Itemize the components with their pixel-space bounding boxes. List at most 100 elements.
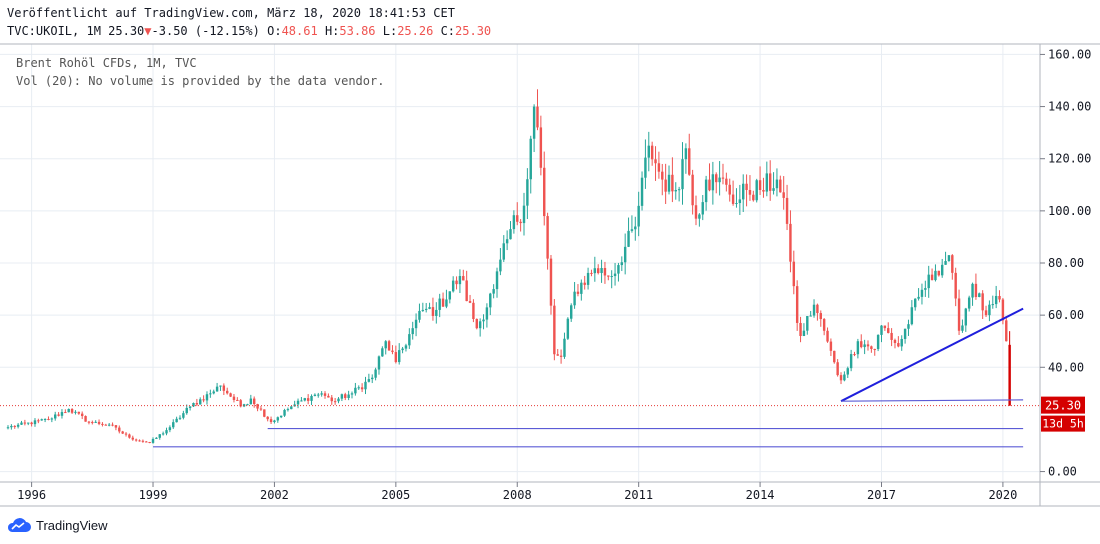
candle-body [954,272,957,299]
candle-body [306,398,310,401]
series-legend[interactable]: Brent Rohöl CFDs, 1M, TVC [16,56,197,70]
candle-body [880,325,883,335]
candle-body [924,288,927,290]
candle-body [199,399,202,405]
candle-body [812,304,816,316]
y-tick-label: 140.00 [1048,100,1091,114]
candle-body [762,190,765,192]
candle-body [917,296,920,299]
candle-body [708,179,711,191]
candle-body [27,422,30,424]
candle-body [286,409,290,411]
candle-body [988,304,991,316]
candle-body [80,413,84,417]
candle-body [664,179,667,192]
candle-body [310,395,313,401]
candle-body [354,387,357,394]
candle-body [178,417,182,419]
y-tick-label: 0.00 [1048,465,1077,479]
candle-body [981,293,984,311]
candle-body [401,348,404,351]
candle-body [350,393,354,395]
candle-body [300,400,303,402]
candle-body [775,179,779,189]
candle-body [654,159,657,164]
candle-body [559,355,563,357]
candle-body [600,268,603,274]
candle-body [360,387,364,390]
tradingview-brand[interactable]: TradingView [6,517,108,533]
candle-body [509,229,512,240]
candle-body [876,334,880,350]
time-axis[interactable]: 1996 1999 2002 2005 2008 2011 2014 2017 2020 [17,482,1017,502]
candle-body [748,190,752,195]
candle-body [752,194,755,201]
y-tick-label: 60.00 [1048,308,1084,322]
candle-body [681,159,684,190]
candle-body [546,216,549,259]
published-line: Veröffentlicht auf TradingView.com, März… [7,6,455,20]
candle-body [897,343,900,347]
candle-body [104,424,108,426]
candle-body [77,411,81,414]
candle-body [168,427,172,431]
price-axis[interactable]: 0.00 40.00 60.00 80.00 100.00 120.00 140.00 160… [1040,47,1091,479]
candle-body [40,419,43,421]
candle-body [219,385,222,387]
symbol-ohlc-line: TVC:UKOIL, 1M 25.30▼-3.50 (-12.15%) O:48… [7,24,491,39]
candle-body [623,246,627,263]
x-tick-label: 2008 [503,488,532,502]
candle-body [613,273,617,277]
candle-body [408,334,411,346]
candle-body [212,391,215,394]
candle-body [873,348,876,350]
candle-body [914,298,917,308]
candle-body [97,421,101,424]
candle-body [165,430,168,434]
candle-body [910,307,914,325]
candle-body [1001,299,1005,321]
candle-body [91,422,94,424]
y-tick-label: 80.00 [1048,256,1084,270]
candle-body [553,305,556,355]
candle-body [836,362,839,376]
candle-body [819,313,822,320]
candle-body [607,275,610,277]
candle-body [236,399,239,401]
candle-body [745,183,748,190]
candle-body [195,403,199,405]
candle-body [944,261,947,265]
candle-body [620,262,624,266]
candle-body [333,401,337,403]
candle-body [529,138,532,180]
candle-body [492,289,495,294]
candle-body [677,189,681,191]
candle-body [816,304,819,314]
volume-legend[interactable]: Vol (20): No volume is provided by the d… [16,74,385,88]
candle-body [215,386,219,392]
candle-body [731,194,735,204]
horizontal-level-line[interactable] [841,399,1024,402]
candle-body [590,272,593,274]
candle-body [684,148,688,160]
candle-body [735,203,738,205]
candle-body [661,171,664,180]
candle-body [84,416,87,422]
support-trendline[interactable] [840,307,1024,403]
candle-body [556,354,559,356]
close-value: 25.30 [455,24,492,38]
candle-body [549,258,553,306]
candle-body [792,261,796,287]
candle-body [263,409,266,417]
candle-body [269,419,273,423]
candle-body [50,418,54,420]
candle-body [795,286,799,323]
candle-body [907,324,910,329]
candle-body [644,157,647,178]
candle-body [903,328,907,339]
candle-body [182,413,185,418]
candle-body [846,368,849,375]
candle-body [526,179,529,206]
candle-body [465,280,468,302]
